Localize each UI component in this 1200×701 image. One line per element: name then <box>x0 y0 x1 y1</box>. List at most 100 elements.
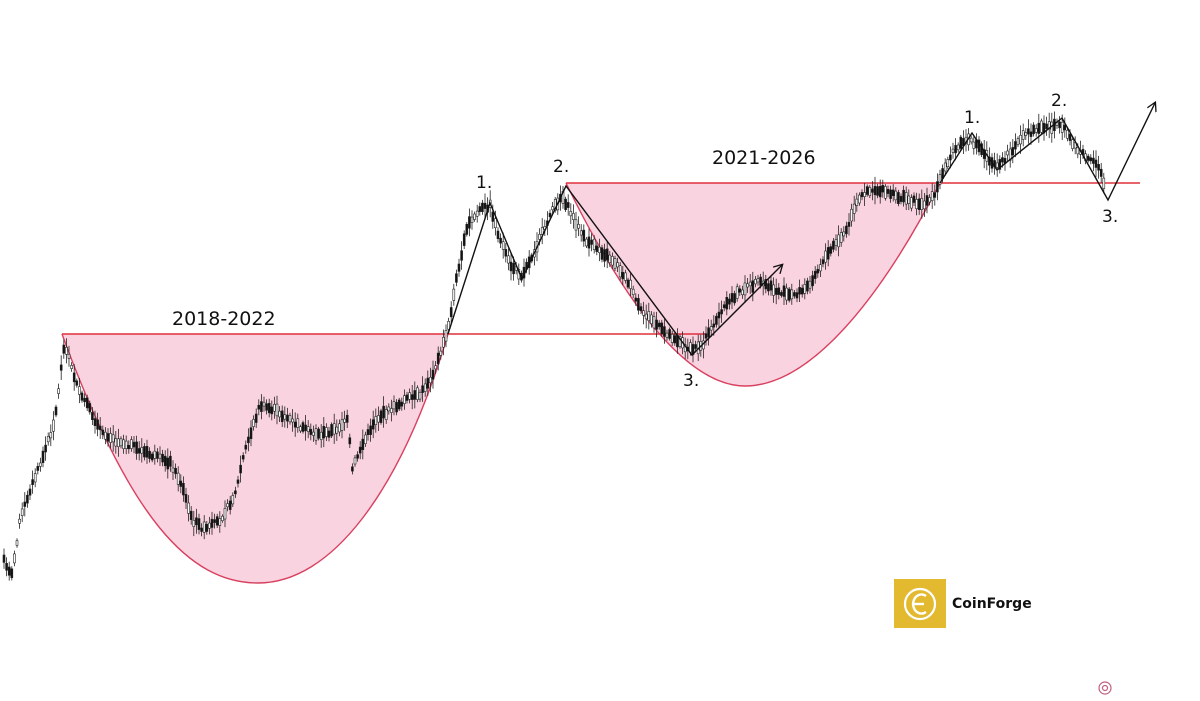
candle-398 <box>1037 122 1041 134</box>
candle-100 <box>262 401 266 407</box>
candle-164 <box>429 376 432 384</box>
candle-59 <box>156 451 159 459</box>
candle-180 <box>470 216 474 224</box>
candle-78 <box>205 523 209 532</box>
candle-306 <box>798 287 801 295</box>
candle-278 <box>725 296 729 310</box>
candle-118 <box>309 428 313 435</box>
candle-320 <box>834 239 838 246</box>
candle-39 <box>104 431 107 440</box>
candle-41 <box>109 433 112 443</box>
candle-90 <box>236 479 240 484</box>
candle-190 <box>496 230 500 239</box>
candle-166 <box>434 365 437 370</box>
candle-120 <box>314 428 318 441</box>
candle-345 <box>899 196 903 202</box>
candle-230 <box>600 247 604 260</box>
candle-236 <box>616 262 619 268</box>
candle-111 <box>291 418 294 423</box>
candle-341 <box>889 189 892 199</box>
candle-194 <box>507 255 510 264</box>
candle-287 <box>748 281 752 287</box>
candle-423 <box>1102 177 1106 189</box>
brand-name: CoinForge <box>952 595 1032 612</box>
candle-346 <box>902 189 905 203</box>
candle-359 <box>936 181 939 193</box>
swing-label-second-3: 3. <box>1102 207 1118 227</box>
candle-314 <box>819 264 822 272</box>
candle-342 <box>891 189 895 196</box>
candle-288 <box>751 280 755 293</box>
cup-2021-2026-edge <box>565 182 941 387</box>
candle-128 <box>335 426 339 434</box>
candle-363 <box>946 159 950 167</box>
candle-297 <box>774 287 778 295</box>
candle-333 <box>868 187 872 196</box>
candle-66 <box>174 467 177 475</box>
candle-251 <box>655 319 658 330</box>
candle-299 <box>780 292 783 296</box>
candle-25 <box>67 353 71 359</box>
candle-76 <box>200 527 203 532</box>
candle-282 <box>735 286 739 299</box>
swing-label-second-2: 2. <box>1051 91 1067 111</box>
candle-358 <box>933 192 937 198</box>
candle-48 <box>127 444 131 450</box>
candle-1 <box>5 562 8 571</box>
candle-396 <box>1032 124 1035 135</box>
candle-58 <box>153 450 157 459</box>
candle-95 <box>249 427 253 440</box>
candle-30 <box>80 392 84 401</box>
candle-176 <box>460 250 463 261</box>
candle-255 <box>665 332 669 338</box>
candle-327 <box>852 203 856 214</box>
candle-388 <box>1011 147 1015 156</box>
candle-61 <box>161 453 164 463</box>
candle-242 <box>631 288 635 296</box>
candle-179 <box>468 216 471 229</box>
candle-347 <box>904 192 908 205</box>
candle-384 <box>1001 157 1004 163</box>
candle-231 <box>603 249 606 262</box>
candle-57 <box>150 453 154 461</box>
candle-73 <box>192 519 196 527</box>
candle-351 <box>915 199 918 209</box>
candle-15 <box>41 450 45 464</box>
candle-38 <box>101 429 105 435</box>
candle-149 <box>390 408 393 413</box>
candle-49 <box>130 439 133 449</box>
candle-281 <box>733 293 736 304</box>
candle-173 <box>452 288 456 301</box>
candle-273 <box>712 323 716 328</box>
candle-386 <box>1006 150 1009 156</box>
candle-195 <box>509 261 513 272</box>
candle-160 <box>418 391 422 400</box>
candle-46 <box>122 439 125 449</box>
candle-235 <box>613 258 617 269</box>
candle-225 <box>587 236 591 249</box>
candle-238 <box>621 271 625 280</box>
candle-410 <box>1068 133 1072 141</box>
candle-305 <box>795 292 799 299</box>
candle-228 <box>595 245 599 252</box>
candle-334 <box>871 188 874 193</box>
candle-26 <box>70 365 73 369</box>
candle-185 <box>483 202 487 209</box>
swing-label-first-2: 2. <box>553 157 569 177</box>
candle-152 <box>397 399 401 410</box>
candle-82 <box>215 516 219 526</box>
candle-188 <box>491 211 495 222</box>
candle-169 <box>442 336 445 348</box>
candle-360 <box>938 174 942 185</box>
swing-label-second-1: 1. <box>964 108 980 128</box>
candle-92 <box>241 455 245 460</box>
candle-401 <box>1045 123 1048 129</box>
candle-136 <box>356 454 359 459</box>
candle-10 <box>28 488 32 496</box>
candle-178 <box>465 224 469 235</box>
candle-382 <box>995 162 999 168</box>
candle-181 <box>473 213 476 220</box>
candle-2 <box>7 566 11 576</box>
candle-319 <box>832 240 835 250</box>
candle-129 <box>338 423 341 433</box>
